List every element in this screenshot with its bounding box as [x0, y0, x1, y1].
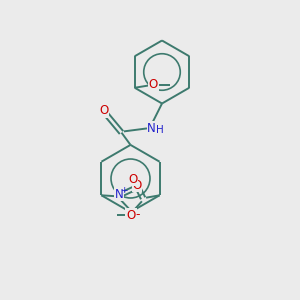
Text: N: N	[114, 188, 123, 201]
Text: O: O	[149, 78, 158, 91]
Text: O: O	[129, 172, 138, 186]
Text: O: O	[127, 208, 136, 222]
Text: +: +	[120, 186, 128, 195]
Text: -: -	[136, 208, 140, 221]
Text: N: N	[147, 122, 156, 135]
Text: O: O	[126, 208, 135, 221]
Text: O: O	[100, 104, 109, 118]
Text: H: H	[156, 125, 164, 135]
Text: O: O	[132, 179, 141, 192]
